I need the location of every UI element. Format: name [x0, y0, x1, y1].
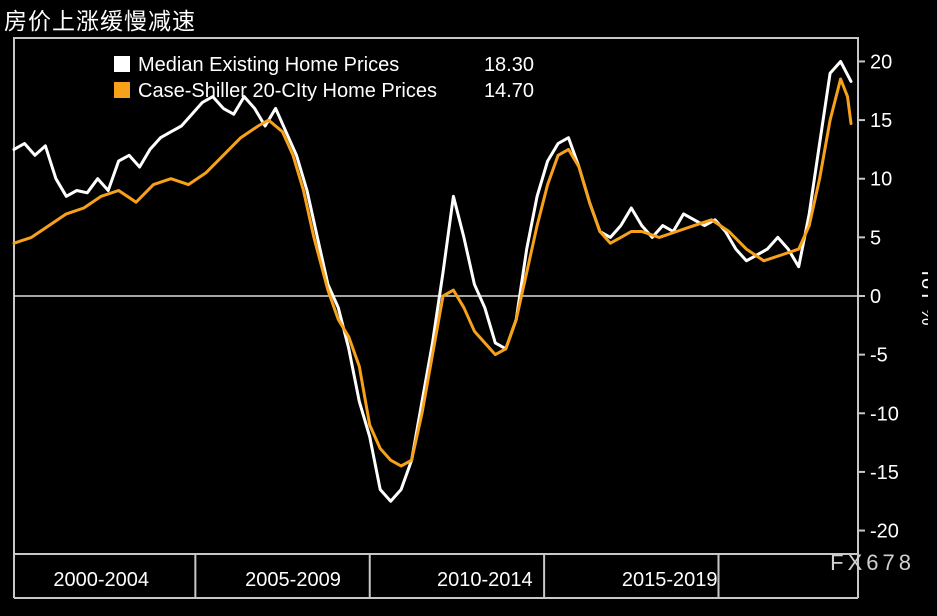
- svg-text:15: 15: [870, 110, 892, 132]
- svg-text:5: 5: [870, 227, 881, 249]
- svg-text:14.70: 14.70: [484, 80, 534, 102]
- chart-container: -20 -15 -10 -5 0 5 10 15 20 YoY % 2000-2004 2005-20…: [10, 34, 928, 612]
- svg-text:-15: -15: [870, 462, 899, 484]
- svg-text:YoY %: YoY %: [917, 267, 928, 326]
- chart-title: 房价上涨缓慢减速: [4, 2, 196, 36]
- svg-text:2015-2019: 2015-2019: [622, 569, 718, 591]
- svg-text:2005-2009: 2005-2009: [245, 569, 341, 591]
- line-chart: -20 -15 -10 -5 0 5 10 15 20 YoY % 2000-2004 2005-20…: [10, 34, 928, 612]
- svg-text:2010-2014: 2010-2014: [437, 569, 533, 591]
- svg-text:20: 20: [870, 51, 892, 73]
- svg-text:-5: -5: [870, 345, 888, 367]
- svg-text:10: 10: [870, 169, 892, 191]
- svg-text:18.30: 18.30: [484, 54, 534, 76]
- svg-text:-20: -20: [870, 521, 899, 543]
- svg-text:2000-2004: 2000-2004: [53, 569, 149, 591]
- svg-text:Case-Shiller 20-CIty Home Pric: Case-Shiller 20-CIty Home Prices: [138, 80, 437, 102]
- svg-text:0: 0: [870, 286, 881, 308]
- svg-text:Median Existing Home Prices: Median Existing Home Prices: [138, 54, 399, 76]
- svg-text:-10: -10: [870, 403, 899, 425]
